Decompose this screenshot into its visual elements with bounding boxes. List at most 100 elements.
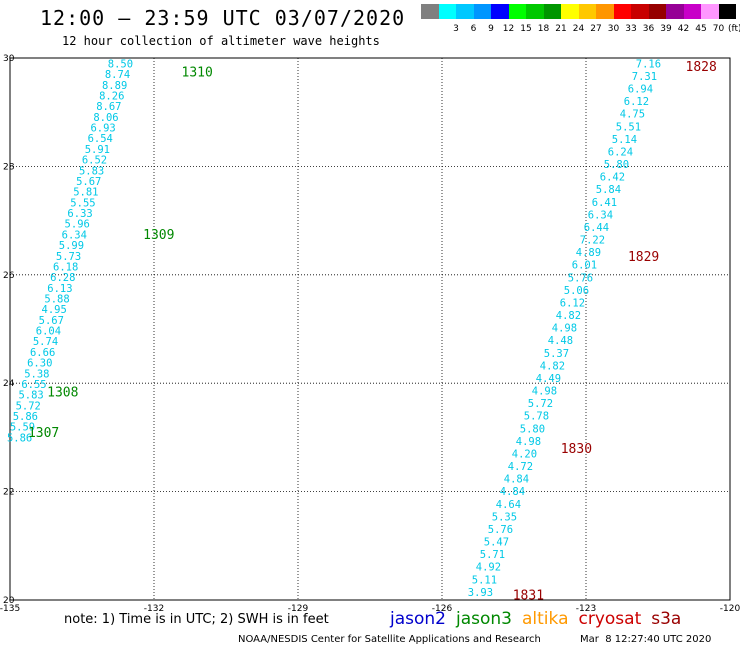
wave-height-value: 5.91 [85,144,110,156]
latitude-tick-label: 22 [3,488,14,498]
wave-height-value: 5.59 [10,422,35,434]
wave-height-value: 4.64 [496,499,521,511]
footer-note: note: 1) Time is in UTC; 2) SWH is in fe… [64,612,329,627]
wave-height-value: 5.80 [520,423,545,435]
wave-height-value: 6.52 [82,155,107,167]
longitude-tick-label: -126 [432,604,453,614]
wave-height-value: 6.93 [90,123,115,135]
wave-height-value: 6.28 [50,272,75,284]
wave-height-value: 5.86 [13,411,38,423]
longitude-tick-label: -135 [0,604,20,614]
wave-height-value: 4.84 [500,486,525,498]
wave-height-value: 6.13 [47,283,72,295]
wave-height-value: 4.84 [504,474,529,486]
legend-label: 33 [625,24,637,34]
wave-height-value: 6.12 [624,96,649,108]
wave-height-value: 8.89 [102,80,127,92]
wave-height-value: 4.49 [536,373,561,385]
legend-swatch [718,4,736,19]
wave-height-value: 6.18 [53,261,78,273]
wave-height-value: 5.86 [7,432,32,444]
legend-swatch [473,4,491,19]
wave-height-value: 4.95 [42,304,67,316]
satellite-name-jason3: jason3 [456,609,512,629]
wave-height-value: 5.71 [480,549,505,561]
pass-number-label: 1830 [561,442,592,457]
wave-height-value: 5.38 [24,368,49,380]
wave-height-value: 8.74 [105,69,130,81]
wave-height-value: 7.31 [632,71,657,83]
legend-swatch [613,4,631,19]
wave-height-value: 4.75 [620,109,645,121]
pass-number-label: 1829 [628,250,659,265]
legend-swatch [438,4,456,19]
wave-height-value: 5.51 [616,121,641,133]
legend-swatch [526,4,544,19]
wave-height-value: 6.04 [36,326,61,338]
wave-height-value: 5.84 [596,184,621,196]
wave-height-value: 5.76 [568,272,593,284]
wave-height-value: 8.67 [96,101,121,113]
latitude-tick-label: 24 [3,379,15,389]
wave-height-value: 5.47 [484,537,509,549]
legend-swatch [666,4,684,19]
wave-height-value: 4.98 [532,386,557,398]
legend-swatch [561,4,579,19]
longitude-tick-label: -129 [288,604,309,614]
wave-height-value: 5.99 [59,240,84,252]
wave-height-value: 4.72 [508,461,533,473]
wave-height-value: 5.67 [39,315,64,327]
map-subtitle: 12 hour collection of altimeter wave hei… [62,34,380,48]
wave-height-value: 4.48 [548,335,573,347]
wave-height-value: 5.72 [528,398,553,410]
pass-number-label: 1308 [47,385,78,400]
legend-unit: (ft) [728,24,740,34]
legend-label: 12 [502,24,515,34]
legend-swatch [508,4,526,19]
wave-height-value: 4.82 [556,310,581,322]
longitude-tick-label: -120 [720,604,740,614]
satellite-legend: jason2 jason3 altika cryosat s3a [390,609,691,629]
pass-number-label: 1307 [28,426,59,441]
satellite-name-cryosat: cryosat [578,609,642,629]
credit-line: NOAA/NESDIS Center for Satellite Applica… [238,634,541,645]
legend-label: 42 [677,24,690,34]
map-grid [10,58,730,600]
legend-swatch [456,4,474,19]
wave-height-value: 4.20 [512,448,537,460]
wave-height-value: 6.66 [30,347,55,359]
wave-height-value: 5.37 [544,348,569,360]
map-title: 12:00 — 23:59 UTC 03/07/2020 [40,6,406,30]
wave-height-value: 5.55 [70,197,95,209]
legend-label: 21 [555,24,567,34]
legend-swatch [421,4,439,19]
wave-height-value: 5.78 [524,411,549,423]
wave-height-value: 5.76 [488,524,513,536]
latitude-tick-label: 26 [3,271,15,281]
legend-label: 36 [642,24,655,34]
satellite-name-s3a: s3a [651,609,682,629]
wave-height-value: 5.35 [492,511,517,523]
wave-height-value: 5.74 [33,336,58,348]
legend-swatch [683,4,701,19]
legend-label: 15 [520,24,532,34]
wave-height-value: 6.34 [62,229,87,241]
wave-height-value: 6.24 [608,146,633,158]
legend-swatch [578,4,596,19]
wave-height-value: 6.55 [21,379,46,391]
generated-timestamp: Mar 8 12:27:40 UTC 2020 [580,634,712,645]
satellite-name-jason2: jason2 [390,609,446,629]
wave-height-value: 5.83 [18,390,43,402]
axis-ticks: -135 -132 -129 -126 -123 -120 20 22 24 26 28 30 [0,54,740,614]
wave-height-value: 6.42 [600,172,625,184]
wave-height-value: 5.14 [612,134,637,146]
legend-label: 18 [537,24,550,34]
wave-height-value: 6.34 [588,209,613,221]
legend-label: 24 [572,24,585,34]
wave-height-value: 4.98 [516,436,541,448]
wave-height-value: 6.54 [88,133,113,145]
legend-label: 9 [488,24,494,34]
wave-height-value: 5.96 [65,219,90,231]
legend-label: 45 [695,24,707,34]
